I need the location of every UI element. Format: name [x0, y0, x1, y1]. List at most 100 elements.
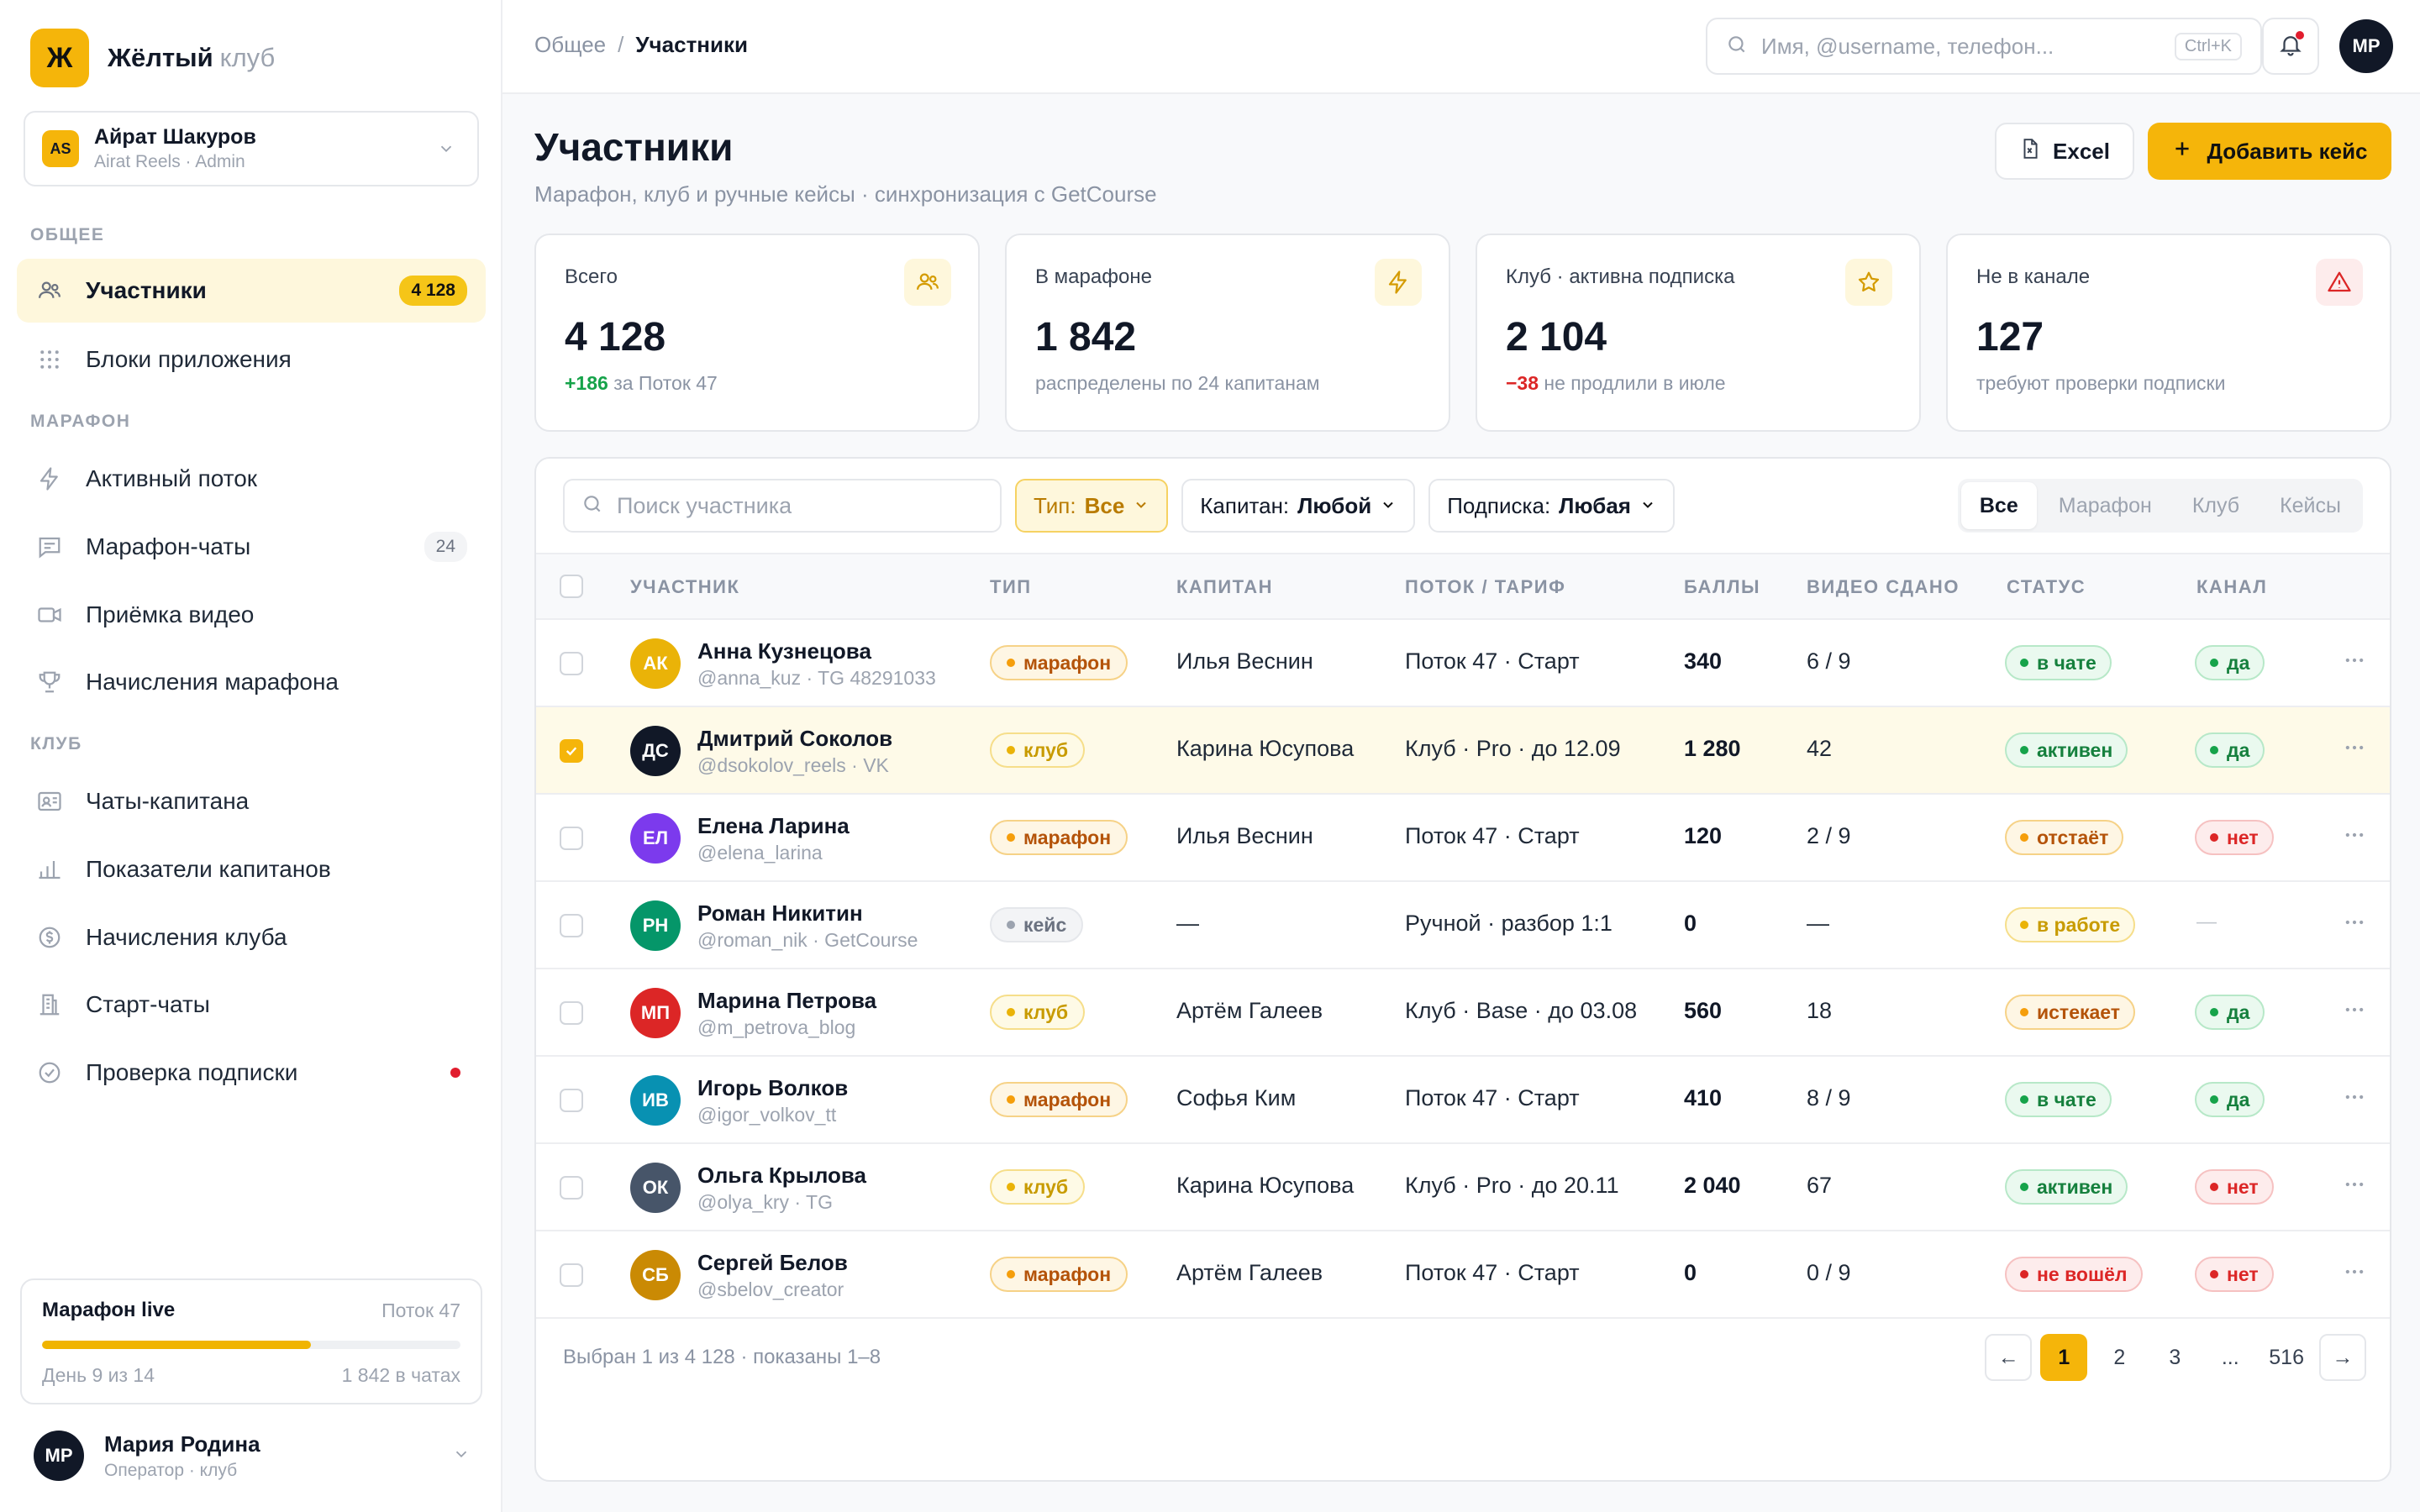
points-cell: 120: [1684, 823, 1723, 848]
tab-marathon[interactable]: Марафон: [2058, 493, 2152, 517]
row-actions-button[interactable]: [2338, 645, 2371, 679]
type-dot: [1007, 1270, 1015, 1278]
table-row[interactable]: ЕЛ Елена Ларина @elena_larina марафон Ил…: [536, 795, 2390, 882]
row-checkbox[interactable]: [560, 739, 583, 763]
participant-name[interactable]: Игорь Волков: [697, 1075, 849, 1100]
page-button-1[interactable]: 1: [2040, 1334, 2088, 1381]
participant-name[interactable]: Сергей Белов: [697, 1250, 848, 1275]
participant-name[interactable]: Марина Петрова: [697, 988, 877, 1013]
row-actions-button[interactable]: [2338, 820, 2371, 853]
sidebar-item-start-chats[interactable]: Старт-чаты: [17, 973, 486, 1037]
add-case-label: Добавить кейс: [2207, 138, 2368, 164]
row-checkbox[interactable]: [560, 652, 583, 675]
avatar[interactable]: МР: [2339, 19, 2393, 73]
table-row[interactable]: АК Анна Кузнецова @anna_kuz · TG 4829103…: [536, 620, 2390, 707]
plus-icon: [2171, 138, 2193, 165]
column-participant[interactable]: УЧАСТНИК: [630, 576, 740, 597]
table-row[interactable]: ОК Ольга Крылова @olya_kry · TG клуб Кар…: [536, 1144, 2390, 1231]
sidebar-item-label: Марафон-чаты: [86, 533, 251, 559]
row-actions-button[interactable]: [2338, 732, 2371, 766]
column-channel[interactable]: КАНАЛ: [2196, 576, 2268, 597]
column-status[interactable]: СТАТУС: [2007, 576, 2086, 597]
export-excel-button[interactable]: Excel: [1995, 123, 2134, 180]
page-button-3[interactable]: 3: [2169, 1345, 2181, 1369]
sidebar-item-app-blocks[interactable]: Блоки приложения: [17, 328, 486, 391]
sidebar-item-subscription-check[interactable]: Проверка подписки: [17, 1041, 486, 1105]
current-user-menu[interactable]: МР Мария Родина Оператор · клуб: [34, 1428, 471, 1483]
tab-cases[interactable]: Кейсы: [2280, 493, 2341, 517]
users-icon: [904, 259, 951, 306]
type-filter-dropdown[interactable]: Тип: Все: [1015, 479, 1169, 533]
video-cell: 67: [1807, 1173, 1833, 1198]
captain-filter-dropdown[interactable]: Капитан: Любой: [1181, 479, 1416, 533]
sidebar-item-club-accruals[interactable]: Начисления клуба: [17, 906, 486, 969]
prev-page-button[interactable]: ←: [1985, 1334, 2033, 1381]
sidebar-item-captain-metrics[interactable]: Показатели капитанов: [17, 837, 486, 901]
sidebar-item-label: Старт-чаты: [86, 991, 210, 1017]
table-row[interactable]: ИВ Игорь Волков @igor_volkov_tt марафон …: [536, 1057, 2390, 1144]
sidebar-item-label: Участники: [86, 277, 207, 303]
more-horizontal-icon: [2343, 736, 2366, 764]
page-button-last[interactable]: 516: [2269, 1345, 2304, 1369]
next-page-button[interactable]: →: [2319, 1334, 2366, 1381]
type-dot: [1007, 1095, 1015, 1104]
participant-name[interactable]: Ольга Крылова: [697, 1163, 867, 1188]
participant-name[interactable]: Дмитрий Соколов: [697, 726, 893, 751]
column-points[interactable]: БАЛЛЫ: [1684, 576, 1761, 597]
tab-all[interactable]: Все: [1960, 482, 2037, 529]
participant-name[interactable]: Анна Кузнецова: [697, 638, 871, 664]
column-type[interactable]: ТИП: [990, 576, 1032, 597]
subscription-filter-dropdown[interactable]: Подписка: Любая: [1428, 479, 1675, 533]
participant-name[interactable]: Роман Никитин: [697, 900, 863, 926]
breadcrumb-root[interactable]: Общее: [534, 32, 607, 57]
participant-search[interactable]: [563, 479, 1002, 533]
global-search-input[interactable]: [1761, 33, 2175, 60]
column-captain[interactable]: КАПИТАН: [1176, 576, 1273, 597]
page-button-2[interactable]: 2: [2113, 1345, 2126, 1369]
sidebar-item-participants[interactable]: Участники 4 128: [17, 259, 486, 323]
current-user-role: Оператор · клуб: [104, 1460, 238, 1480]
workspace-switcher[interactable]: AS Айрат Шакуров Airat Reels · Admin: [24, 111, 479, 186]
sidebar-item-captain-chats[interactable]: Чаты-капитана: [17, 769, 486, 833]
table-row[interactable]: РН Роман Никитин @roman_nik · GetCourse …: [536, 882, 2390, 969]
stat-label: Клуб · активна подписка: [1506, 265, 1735, 288]
participant-name[interactable]: Елена Ларина: [697, 813, 850, 838]
row-actions-button[interactable]: [2338, 1169, 2371, 1203]
row-actions-button[interactable]: [2338, 995, 2371, 1028]
select-all-checkbox[interactable]: [560, 575, 583, 598]
marathon-live-card[interactable]: Марафон live Поток 47 День 9 из 14 1 842…: [20, 1278, 482, 1404]
sidebar-item-video-intake[interactable]: Приёмка видео: [17, 583, 486, 647]
channel-badge: да: [2195, 995, 2265, 1030]
participant-search-input[interactable]: [617, 492, 983, 519]
video-cell: 18: [1807, 998, 1833, 1023]
row-checkbox[interactable]: [560, 827, 583, 850]
sidebar-item-active-stream[interactable]: Активный поток: [17, 447, 486, 511]
sidebar-item-marathon-accruals[interactable]: Начисления марафона: [17, 650, 486, 714]
row-checkbox[interactable]: [560, 1001, 583, 1025]
row-actions-button[interactable]: [2338, 907, 2371, 941]
video-cell: 8 / 9: [1807, 1085, 1851, 1110]
row-checkbox[interactable]: [560, 1089, 583, 1112]
row-checkbox[interactable]: [560, 914, 583, 937]
row-checkbox[interactable]: [560, 1176, 583, 1200]
row-actions-button[interactable]: [2338, 1082, 2371, 1116]
table-row[interactable]: ДС Дмитрий Соколов @dsokolov_reels · VK …: [536, 707, 2390, 795]
stat-label: Не в канале: [1976, 265, 2091, 288]
table-row[interactable]: МП Марина Петрова @m_petrova_blog клуб А…: [536, 969, 2390, 1057]
segment-control: Все Марафон Клуб Кейсы: [1957, 479, 2363, 533]
tab-club[interactable]: Клуб: [2191, 493, 2240, 517]
stat-value: 1 842: [1035, 315, 1137, 360]
avatar: МП: [630, 988, 681, 1038]
table-row[interactable]: СБ Сергей Белов @sbelov_creator марафон …: [536, 1231, 2390, 1319]
column-stream[interactable]: ПОТОК / ТАРИФ: [1405, 576, 1566, 597]
column-video[interactable]: ВИДЕО СДАНО: [1807, 576, 1960, 597]
row-actions-button[interactable]: [2338, 1257, 2371, 1290]
notifications-button[interactable]: [2262, 18, 2319, 75]
more-horizontal-icon: [2343, 1260, 2366, 1288]
row-checkbox[interactable]: [560, 1263, 583, 1287]
brand[interactable]: Ж Жёлтый клуб: [30, 29, 275, 87]
global-search[interactable]: Ctrl+K: [1706, 18, 2262, 75]
sidebar-item-marathon-chats[interactable]: Марафон-чаты 24: [17, 515, 486, 579]
type-badge: марафон: [990, 820, 1128, 855]
add-case-button[interactable]: Добавить кейс: [2148, 123, 2391, 180]
